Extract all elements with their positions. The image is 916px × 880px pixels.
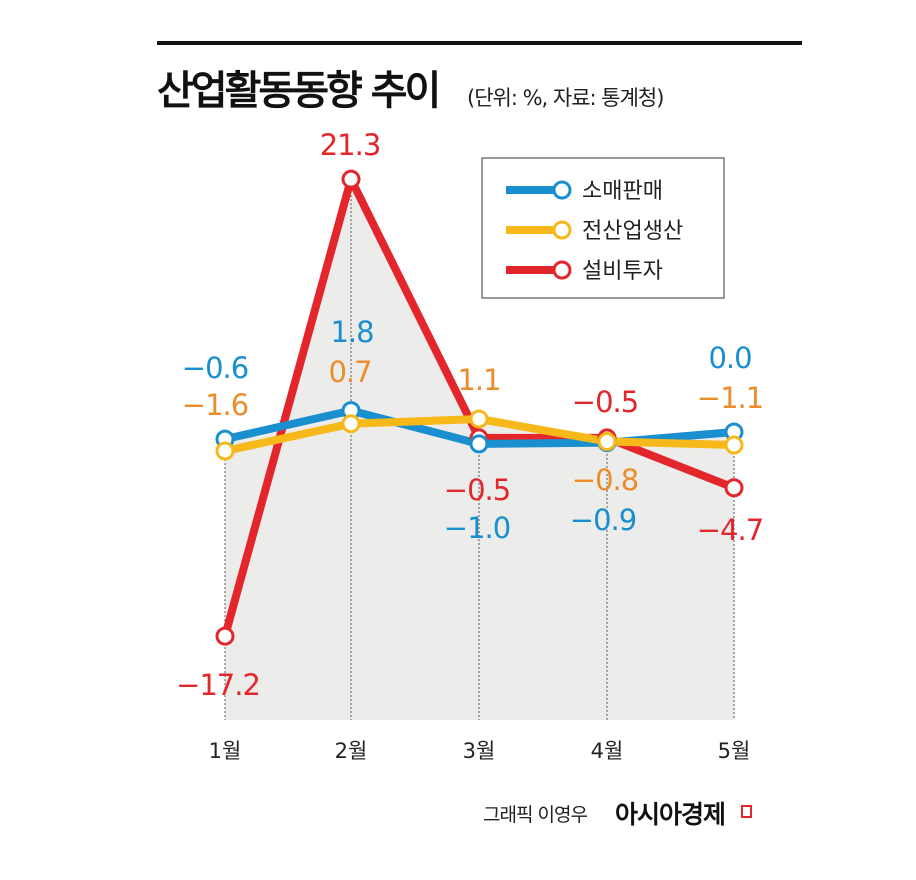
data-point <box>597 431 617 451</box>
x-tick-label: 4월 <box>591 739 624 763</box>
unit-source-note: (단위: %, 자료: 통계청) <box>467 86 664 110</box>
legend-label: 설비투자 <box>582 259 663 284</box>
data-label: 21.3 <box>320 128 381 162</box>
top-rule <box>157 41 802 45</box>
brand-mark-icon <box>741 805 752 818</box>
x-tick-label: 2월 <box>335 739 368 763</box>
data-point <box>469 409 489 429</box>
data-label: −0.9 <box>570 503 636 537</box>
legend-marker <box>552 260 572 280</box>
legend-marker <box>552 180 572 200</box>
legend-label: 소매판매 <box>582 179 663 204</box>
data-point <box>469 434 489 454</box>
data-label: −1.6 <box>182 388 248 422</box>
data-label: −0.5 <box>444 473 510 507</box>
graphic-credit: 그래픽 이영우 <box>483 804 588 826</box>
data-label: 1.8 <box>330 315 373 349</box>
data-label: −4.7 <box>697 513 763 547</box>
x-tick-label: 5월 <box>718 739 751 763</box>
legend-marker <box>552 220 572 240</box>
data-label: 0.0 <box>708 341 751 375</box>
data-point <box>724 435 744 455</box>
data-point <box>215 441 235 461</box>
chart-title: 산업활동동향 추이 <box>157 68 441 114</box>
data-label: −0.6 <box>182 351 248 385</box>
data-label: 0.7 <box>328 355 371 389</box>
legend-label: 전산업생산 <box>582 219 683 244</box>
data-label: −1.0 <box>444 511 510 545</box>
data-label: 1.1 <box>457 363 500 397</box>
data-label: −0.5 <box>572 385 638 419</box>
data-point <box>341 169 361 189</box>
brand-logo: 아시아경제 <box>615 800 726 829</box>
data-point <box>341 414 361 434</box>
x-tick-label: 1월 <box>209 739 242 763</box>
data-point <box>724 478 744 498</box>
data-label: −17.2 <box>176 668 260 702</box>
data-label: −0.8 <box>572 463 638 497</box>
x-tick-label: 3월 <box>463 739 496 763</box>
data-label: −1.1 <box>697 381 763 415</box>
data-point <box>215 626 235 646</box>
